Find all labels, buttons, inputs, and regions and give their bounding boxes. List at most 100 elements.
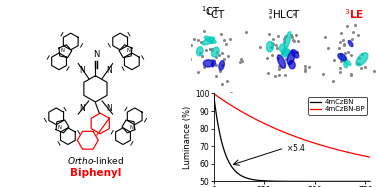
Ellipse shape <box>282 49 289 57</box>
4mCzBN <box>364 180 368 183</box>
Point <box>270 37 276 40</box>
Point <box>276 67 282 70</box>
4mCzBN-BP <box>288 133 292 136</box>
4mCzBN <box>211 92 216 95</box>
4mCzBN <box>364 180 368 183</box>
Point <box>348 74 354 77</box>
Text: N: N <box>93 50 99 59</box>
Point <box>277 66 284 69</box>
Point <box>208 39 214 42</box>
Text: $\mathit{Ortho}$-linked: $\mathit{Ortho}$-linked <box>67 155 124 166</box>
4mCzBN <box>288 180 292 183</box>
Point <box>293 50 299 53</box>
4mCzBN-BP <box>219 98 224 100</box>
Point <box>322 36 328 39</box>
Point <box>198 41 204 44</box>
Point <box>362 66 368 69</box>
Point <box>268 45 274 48</box>
Point <box>347 73 353 76</box>
Ellipse shape <box>289 61 295 69</box>
Point <box>195 39 201 42</box>
Point <box>282 34 288 37</box>
Point <box>276 65 282 68</box>
4mCzBN-BP <box>335 148 339 151</box>
Point <box>345 50 352 53</box>
4mCzBN <box>284 180 288 183</box>
Point <box>276 74 282 77</box>
Text: $^{1}$CT: $^{1}$CT <box>201 4 220 18</box>
Point <box>217 69 223 72</box>
Point <box>290 12 296 15</box>
Point <box>302 64 308 67</box>
Point <box>237 60 243 63</box>
Point <box>268 53 274 56</box>
Ellipse shape <box>212 60 215 67</box>
Point <box>220 63 226 66</box>
Point <box>216 53 222 56</box>
Point <box>349 37 355 40</box>
Text: N: N <box>129 125 133 130</box>
Point <box>279 52 285 55</box>
Ellipse shape <box>197 47 203 56</box>
Point <box>281 38 287 41</box>
Text: $^{3}$HLCT: $^{3}$HLCT <box>267 7 302 21</box>
Point <box>340 39 346 42</box>
Text: N: N <box>126 48 130 53</box>
Point <box>293 33 299 36</box>
Point <box>376 51 378 54</box>
Point <box>209 48 215 51</box>
Point <box>295 39 301 42</box>
Text: $\times$5.4: $\times$5.4 <box>287 142 307 153</box>
4mCzBN-BP <box>364 155 368 157</box>
4mCzBN-BP <box>284 132 288 134</box>
Point <box>275 35 281 38</box>
4mCzBN <box>335 180 339 183</box>
Point <box>341 44 347 47</box>
Point <box>358 66 364 69</box>
Text: $^{1}$CT: $^{1}$CT <box>205 7 226 21</box>
Point <box>350 31 356 34</box>
Point <box>338 53 344 56</box>
Ellipse shape <box>266 42 273 52</box>
Point <box>188 44 194 47</box>
Point <box>222 38 228 41</box>
Point <box>283 58 289 61</box>
Point <box>325 47 331 50</box>
Point <box>356 56 362 59</box>
Ellipse shape <box>284 32 291 49</box>
Point <box>223 42 229 45</box>
Point <box>219 83 225 86</box>
Point <box>302 70 308 73</box>
Point <box>209 48 215 51</box>
Point <box>348 54 354 57</box>
Ellipse shape <box>203 60 213 67</box>
Point <box>195 71 201 74</box>
Point <box>220 58 226 61</box>
Point <box>355 33 361 36</box>
Point <box>320 73 326 76</box>
Point <box>208 41 214 44</box>
Point <box>225 55 231 58</box>
Point <box>289 35 295 38</box>
Line: 4mCzBN: 4mCzBN <box>214 94 370 181</box>
Ellipse shape <box>338 53 346 61</box>
Text: N: N <box>79 66 85 75</box>
Point <box>270 42 276 45</box>
Ellipse shape <box>219 61 225 70</box>
Point <box>266 33 272 36</box>
Point <box>337 67 343 70</box>
Point <box>356 63 362 66</box>
Point <box>239 60 245 63</box>
Ellipse shape <box>212 47 219 57</box>
Point <box>281 40 287 43</box>
Ellipse shape <box>277 55 285 68</box>
Point <box>288 34 294 37</box>
Point <box>302 67 308 70</box>
Point <box>344 24 350 27</box>
4mCzBN <box>219 140 224 143</box>
Point <box>187 57 194 60</box>
Point <box>291 40 297 43</box>
Point <box>282 73 288 76</box>
Point <box>207 48 213 51</box>
Point <box>257 45 263 48</box>
